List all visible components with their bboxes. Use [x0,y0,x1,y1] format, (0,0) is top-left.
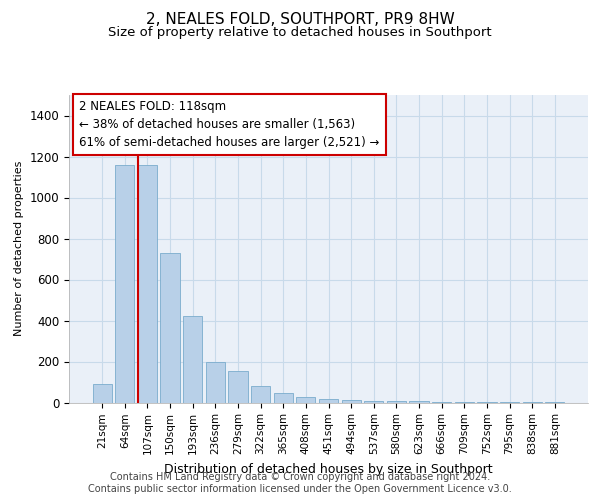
Bar [115,164,134,402]
Y-axis label: Number of detached properties: Number of detached properties [14,161,24,336]
Bar [274,394,293,402]
Text: 2, NEALES FOLD, SOUTHPORT, PR9 8HW: 2, NEALES FOLD, SOUTHPORT, PR9 8HW [146,12,454,28]
Bar [183,316,202,402]
Bar [206,362,225,403]
Text: Contains HM Land Registry data © Crown copyright and database right 2024.
Contai: Contains HM Land Registry data © Crown c… [88,472,512,494]
Bar [341,400,361,402]
Bar [251,386,270,402]
Bar [160,253,180,402]
Bar [296,398,316,402]
Bar [138,164,157,402]
Bar [229,370,248,402]
Text: 2 NEALES FOLD: 118sqm
← 38% of detached houses are smaller (1,563)
61% of semi-d: 2 NEALES FOLD: 118sqm ← 38% of detached … [79,100,380,148]
Bar [319,399,338,402]
Bar [364,401,383,402]
Text: Size of property relative to detached houses in Southport: Size of property relative to detached ho… [108,26,492,39]
X-axis label: Distribution of detached houses by size in Southport: Distribution of detached houses by size … [164,462,493,475]
Bar [92,384,112,402]
